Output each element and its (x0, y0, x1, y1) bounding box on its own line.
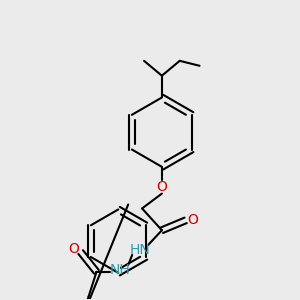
Text: O: O (68, 242, 79, 256)
Text: O: O (157, 180, 167, 194)
Text: NH: NH (110, 263, 131, 277)
Text: O: O (187, 213, 198, 227)
Text: HN: HN (130, 243, 151, 257)
